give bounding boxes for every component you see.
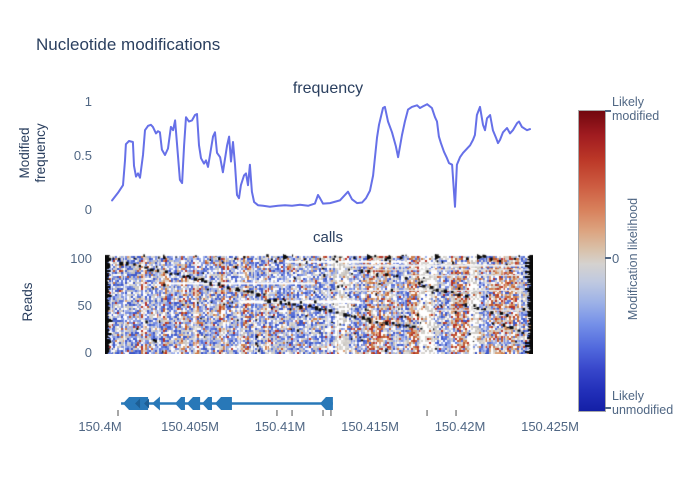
- x-tick-label: 150.42M: [434, 419, 486, 434]
- frequency-y-axis-title-line1: Modified: [17, 127, 32, 179]
- gene-exon-arrow: [175, 397, 185, 410]
- calls-ytick-0: 0: [84, 345, 92, 360]
- frequency-ytick-0_5: 0.5: [73, 148, 92, 163]
- colorbar-bottom-label-line2: unmodified: [612, 403, 674, 417]
- frequency-ytick-0: 0: [84, 202, 92, 217]
- gene-strand-chevron-icon: [135, 398, 141, 409]
- variant-tick: [276, 410, 278, 416]
- colorbar-bottom-label-line1: Likely: [612, 389, 644, 403]
- colorbar-zero-label: 0: [612, 251, 620, 266]
- colorbar-top-label-line2: modified: [612, 109, 660, 123]
- x-tick-label: 150.405M: [161, 419, 219, 434]
- variant-tick: [455, 410, 457, 416]
- colorbar-top-label-line1: Likely: [612, 95, 644, 109]
- x-tick-label: 150.4M: [78, 419, 122, 434]
- colorbar-title: Modification likelihood: [626, 197, 640, 321]
- gene-exon-arrow: [202, 397, 212, 410]
- x-tick-label: 150.415M: [341, 419, 399, 434]
- calls-panel-title: calls: [312, 229, 343, 246]
- variant-tick: [330, 410, 332, 416]
- gene-exon-arrow: [186, 397, 201, 410]
- page-title: Nucleotide modifications: [36, 35, 221, 54]
- colorbar-tick-bottom: [605, 407, 611, 409]
- colorbar-bottom-label: Likely unmodified: [612, 389, 673, 417]
- calls-ytick-50: 50: [77, 298, 92, 313]
- x-axis-tick-labels: 150.4M 150.405M 150.41M 150.415M 150.42M 150.…: [78, 419, 579, 437]
- variant-tick: [426, 410, 428, 416]
- gene-exon-arrow: [152, 396, 160, 411]
- frequency-ytick-1: 1: [84, 94, 92, 109]
- frequency-line-series: [111, 103, 531, 208]
- gene-exon-arrow: [215, 397, 232, 410]
- gene-exon-arrow: [319, 397, 333, 410]
- variant-tick: [322, 410, 324, 416]
- colorbar-tick-middle: [605, 257, 611, 259]
- colorbar-tick-top: [605, 110, 611, 112]
- gene-annotation-track[interactable]: [100, 393, 556, 419]
- gene-strand-chevron-icon: [144, 398, 150, 409]
- variant-tick: [117, 410, 119, 416]
- x-tick-label: 150.41M: [254, 419, 306, 434]
- calls-ytick-100: 100: [70, 251, 92, 266]
- colorbar-top-label: Likely modified: [612, 95, 659, 123]
- x-tick-label: 150.425M: [521, 419, 579, 434]
- modification-likelihood-colorbar: [578, 110, 606, 412]
- frequency-line-plot[interactable]: [100, 101, 556, 209]
- variant-tick: [291, 410, 293, 416]
- calls-heatmap-plot[interactable]: [105, 252, 533, 354]
- frequency-panel-title: frequency: [292, 80, 364, 97]
